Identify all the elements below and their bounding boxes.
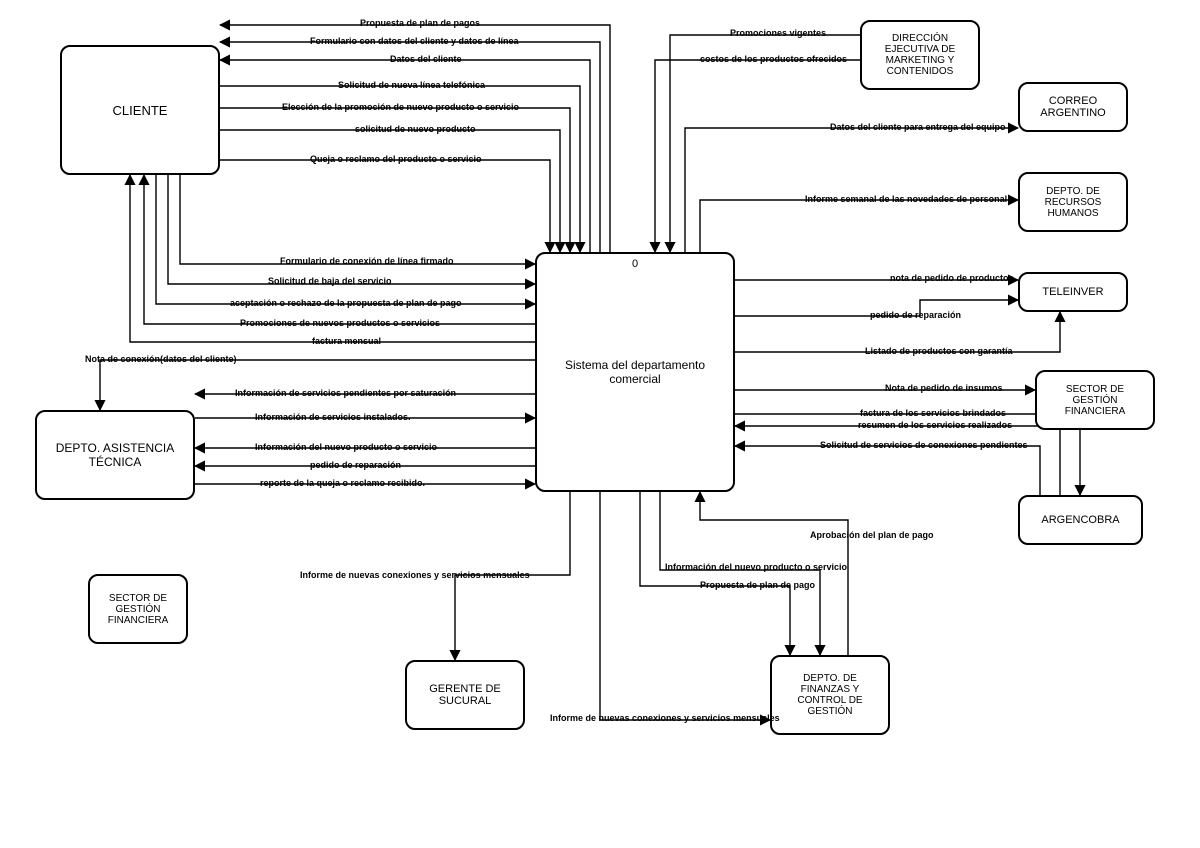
entity-rrhh: DEPTO. DE RECURSOS HUMANOS: [1018, 172, 1128, 232]
entity-marketing: DIRECCIÓN EJECUTIVA DE MARKETING Y CONTE…: [860, 20, 980, 90]
entity-finanzas: DEPTO. DE FINANZAS Y CONTROL DE GESTIÓN: [770, 655, 890, 735]
process-0: 0 Sistema del departamento comercial: [535, 252, 735, 492]
entity-argencobra: ARGENCOBRA: [1018, 495, 1143, 545]
process-0-title: Sistema del departamento comercial: [543, 358, 727, 386]
entity-correo: CORREO ARGENTINO: [1018, 82, 1128, 132]
entity-cliente: CLIENTE: [60, 45, 220, 175]
process-0-header: 0: [537, 258, 733, 270]
entity-teleinver: TELEINVER: [1018, 272, 1128, 312]
entity-depto_at: DEPTO. ASISTENCIA TÉCNICA: [35, 410, 195, 500]
entity-gerente: GERENTE DE SUCURAL: [405, 660, 525, 730]
diagram-stage: 0 Sistema del departamento comercial CLI…: [0, 0, 1200, 848]
entity-sgf_left: SECTOR DE GESTIÓN FINANCIERA: [88, 574, 188, 644]
entity-sgf_right: SECTOR DE GESTIÓN FINANCIERA: [1035, 370, 1155, 430]
